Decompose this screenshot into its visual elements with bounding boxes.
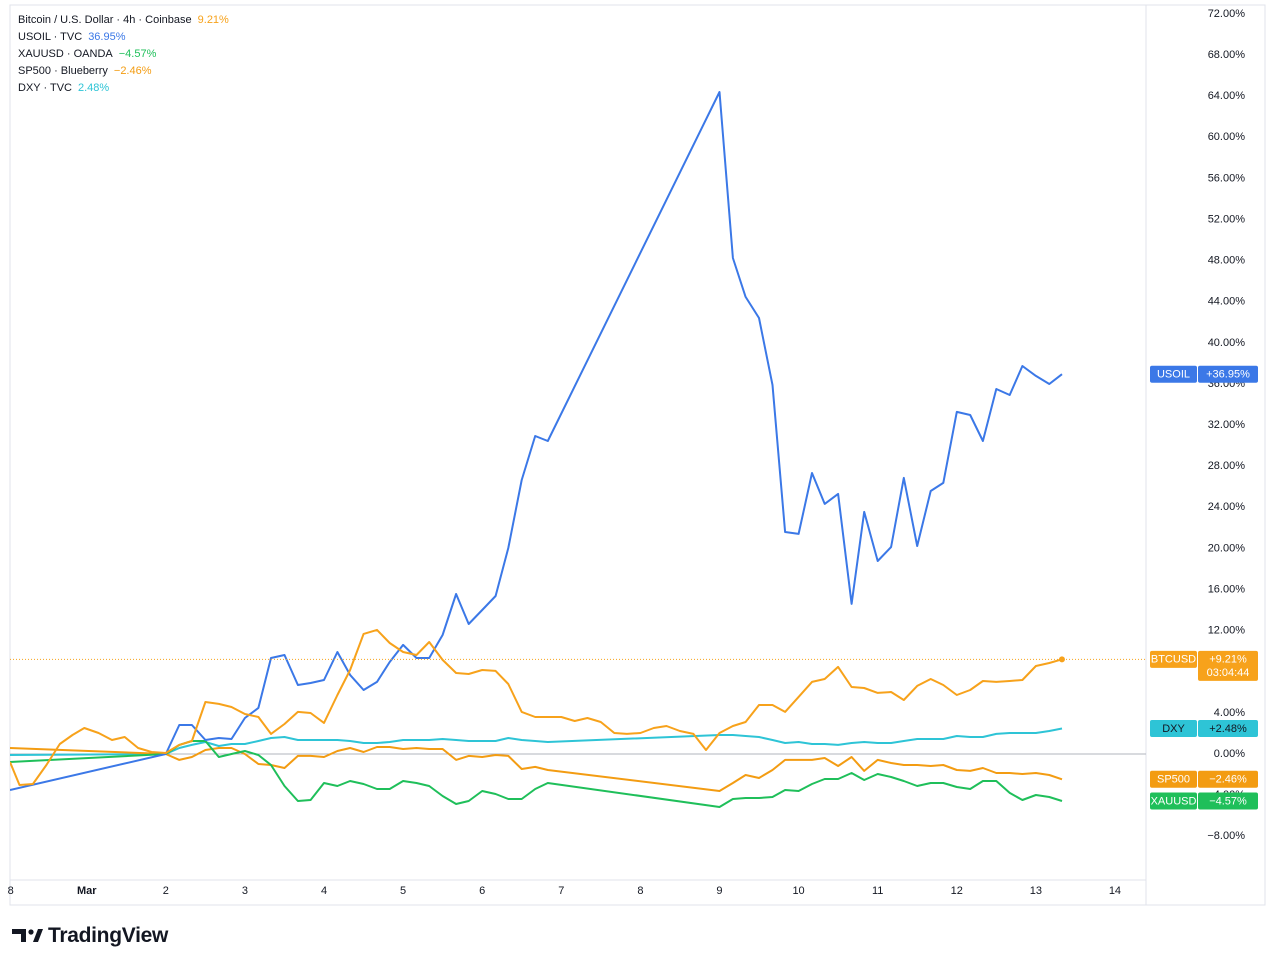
legend-entry[interactable]: SP500 · Blueberry −2.46% — [18, 63, 229, 80]
y-tick-label: 0.00% — [1214, 748, 1245, 760]
y-tick-label: 20.00% — [1208, 542, 1246, 554]
value-label: +36.95% — [1206, 369, 1250, 381]
x-tick-label: 6 — [479, 885, 485, 897]
price-axis: −8.00%−4.00%0.00%4.00%8.00%12.00%16.00%2… — [1207, 8, 1245, 842]
series-line — [10, 91, 1063, 791]
x-tick-label: 12 — [951, 885, 963, 897]
y-tick-label: 28.00% — [1208, 460, 1246, 472]
legend-entry[interactable]: DXY · TVC 2.48% — [18, 80, 229, 97]
value-label: +9.21% — [1209, 654, 1247, 666]
plot — [10, 91, 1146, 808]
value-badge — [1198, 719, 1258, 737]
last-point — [1058, 656, 1065, 663]
series-line — [10, 740, 1063, 808]
y-tick-label: 60.00% — [1208, 131, 1246, 143]
symbol-label: BTCUSD — [1151, 654, 1196, 666]
y-tick-label: 56.00% — [1208, 172, 1246, 184]
x-tick-label: 11 — [872, 885, 883, 897]
legend-value: −2.46% — [113, 65, 152, 77]
value-label: −4.57% — [1209, 795, 1247, 807]
countdown-label: 03:04:44 — [1207, 667, 1250, 679]
symbol-label: XAUUSD — [1151, 795, 1197, 807]
value-badge — [1198, 650, 1258, 681]
symbol-label: USOIL — [1157, 369, 1190, 381]
frame — [9, 4, 1266, 906]
y-tick-label: −8.00% — [1207, 830, 1245, 842]
x-tick-label: 28 — [2, 885, 14, 897]
y-tick-label: 12.00% — [1208, 625, 1246, 637]
x-tick-label: 10 — [792, 885, 804, 897]
brand: TradingView — [48, 924, 169, 947]
value-label: +2.48% — [1209, 723, 1247, 735]
x-tick-label: Mar — [77, 885, 97, 897]
symbol-badge — [1150, 792, 1197, 810]
badges: BTCUSD +9.21%03:04:44 USOIL +36.95% XAUUSD −4… — [1150, 365, 1258, 810]
legend-entry[interactable]: USOIL · TVC 36.95% — [18, 29, 229, 46]
legend-value: 2.48% — [78, 82, 110, 94]
y-tick-label: 24.00% — [1208, 501, 1246, 513]
y-tick-label: 68.00% — [1208, 49, 1246, 61]
x-tick-label: 9 — [716, 885, 722, 897]
legend-name: SP500 · Blueberry — [18, 65, 108, 77]
value-badge — [1198, 792, 1258, 810]
symbol-badge — [1150, 365, 1197, 383]
symbol-badge — [1150, 650, 1197, 668]
x-tick-label: 13 — [1030, 885, 1042, 897]
legend-name: Bitcoin / U.S. Dollar · 4h · Coinbase — [18, 14, 192, 26]
symbol-badge — [1150, 770, 1197, 788]
y-tick-label: 72.00% — [1208, 8, 1246, 20]
value-badge — [1198, 770, 1258, 788]
x-tick-label: 7 — [558, 885, 564, 897]
legend-value: 36.95% — [88, 31, 126, 43]
y-tick-label: 32.00% — [1208, 419, 1246, 431]
x-tick-label: 4 — [321, 885, 327, 897]
series-line — [10, 746, 1063, 792]
y-tick-label: 44.00% — [1208, 296, 1246, 308]
legend-name: XAUUSD · OANDA — [18, 48, 113, 60]
series-line — [10, 727, 1063, 756]
y-tick-label: 40.00% — [1208, 337, 1246, 349]
value-badge — [1198, 365, 1258, 383]
series-line — [10, 628, 1063, 786]
x-tick-label: 8 — [637, 885, 643, 897]
legend-name: DXY · TVC — [18, 82, 72, 94]
time-axis: 28 Mar 2 3 4 5 6 7 8 9 10 11 12 13 14 — [2, 885, 1121, 897]
legend: Bitcoin / U.S. Dollar · 4h · Coinbase 9.2… — [18, 12, 229, 97]
symbol-label: DXY — [1162, 723, 1185, 735]
x-tick-label: 2 — [163, 885, 169, 897]
x-tick-label: 14 — [1109, 885, 1121, 897]
legend-name: USOIL · TVC — [18, 31, 83, 43]
legend-entry[interactable]: XAUUSD · OANDA −4.57% — [18, 46, 229, 63]
x-tick-label: 3 — [242, 885, 248, 897]
y-tick-label: 64.00% — [1208, 90, 1246, 102]
symbol-label: SP500 — [1157, 774, 1190, 786]
legend-entry[interactable]: Bitcoin / U.S. Dollar · 4h · Coinbase 9.2… — [18, 12, 229, 29]
legend-value: 9.21% — [197, 14, 229, 26]
x-tick-label: 5 — [400, 885, 406, 897]
symbol-badge — [1150, 719, 1197, 737]
y-tick-label: 52.00% — [1208, 213, 1246, 225]
logo-icon — [12, 929, 43, 942]
value-label: −2.46% — [1209, 774, 1247, 786]
y-tick-label: 48.00% — [1208, 255, 1246, 267]
y-tick-label: 16.00% — [1208, 583, 1246, 595]
legend-value: −4.57% — [118, 48, 157, 60]
y-tick-label: 4.00% — [1214, 707, 1245, 719]
